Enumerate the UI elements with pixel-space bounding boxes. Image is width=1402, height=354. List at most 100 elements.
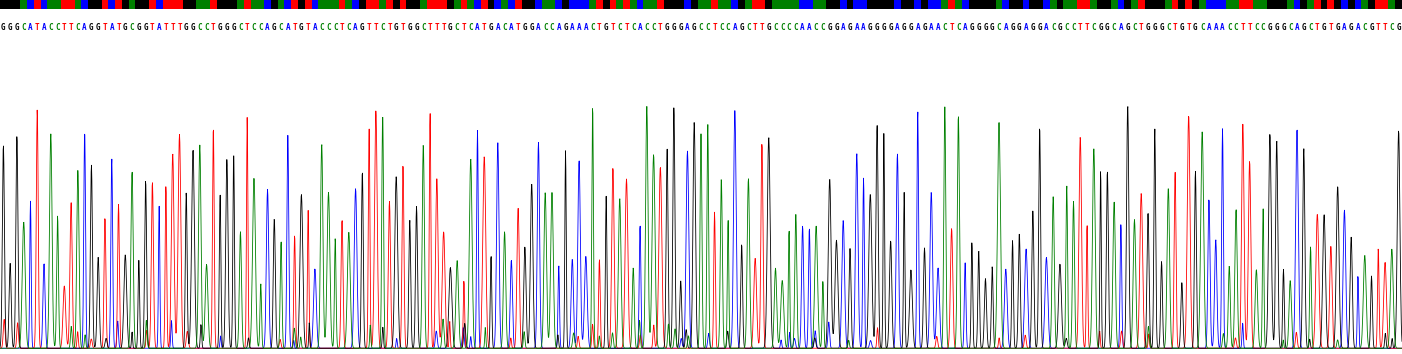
Bar <box>1063 0 1070 9</box>
Text: A: A <box>916 23 920 32</box>
Bar <box>380 0 386 9</box>
Text: T: T <box>760 23 764 32</box>
Text: C: C <box>332 23 338 32</box>
Bar <box>854 0 861 9</box>
Text: C: C <box>1308 23 1312 32</box>
Bar <box>941 0 948 9</box>
Text: C: C <box>49 23 53 32</box>
Bar <box>1103 0 1110 9</box>
Text: T: T <box>401 23 405 32</box>
Text: G: G <box>1370 23 1374 32</box>
Bar <box>203 0 210 9</box>
Bar <box>122 0 129 9</box>
Text: C: C <box>454 23 460 32</box>
Bar <box>914 0 921 9</box>
Bar <box>1016 0 1022 9</box>
Bar <box>637 0 644 9</box>
Bar <box>1043 0 1050 9</box>
Text: C: C <box>320 23 324 32</box>
Bar <box>765 0 773 9</box>
Text: T: T <box>387 23 391 32</box>
Bar <box>488 0 495 9</box>
Bar <box>529 0 536 9</box>
Text: G: G <box>834 23 838 32</box>
Bar <box>1335 0 1342 9</box>
Bar <box>1342 0 1347 9</box>
Text: C: C <box>942 23 948 32</box>
Text: G: G <box>530 23 534 32</box>
Text: A: A <box>557 23 561 32</box>
Bar <box>725 0 732 9</box>
Text: T: T <box>1248 23 1252 32</box>
Bar <box>14 0 20 9</box>
Text: C: C <box>1092 23 1096 32</box>
Text: G: G <box>739 23 744 32</box>
Text: A: A <box>353 23 358 32</box>
Bar <box>1321 0 1328 9</box>
Bar <box>1253 0 1260 9</box>
Text: T: T <box>624 23 629 32</box>
Text: G: G <box>882 23 886 32</box>
Bar <box>278 0 285 9</box>
Text: C: C <box>590 23 594 32</box>
Text: G: G <box>95 23 101 32</box>
Text: C: C <box>238 23 243 32</box>
Text: T: T <box>428 23 432 32</box>
Bar <box>684 0 691 9</box>
Bar <box>840 0 847 9</box>
Bar <box>258 0 264 9</box>
Text: T: T <box>1382 23 1388 32</box>
Text: A: A <box>808 23 812 32</box>
Text: C: C <box>346 23 350 32</box>
Text: G: G <box>523 23 527 32</box>
Text: C: C <box>1227 23 1231 32</box>
Bar <box>359 0 366 9</box>
Bar <box>773 0 780 9</box>
Bar <box>156 0 163 9</box>
Bar <box>548 0 555 9</box>
Text: T: T <box>611 23 615 32</box>
Bar <box>1307 0 1314 9</box>
Bar <box>1009 0 1016 9</box>
Text: G: G <box>1267 23 1272 32</box>
Text: C: C <box>1234 23 1238 32</box>
Text: C: C <box>698 23 704 32</box>
Bar <box>373 0 380 9</box>
Text: A: A <box>495 23 501 32</box>
Text: C: C <box>956 23 960 32</box>
Text: T: T <box>1315 23 1319 32</box>
Text: G: G <box>1159 23 1164 32</box>
Bar <box>1124 0 1131 9</box>
Text: T: T <box>164 23 168 32</box>
Bar <box>1138 0 1144 9</box>
Bar <box>744 0 751 9</box>
Text: G: G <box>679 23 683 32</box>
Bar <box>751 0 758 9</box>
Bar <box>921 0 928 9</box>
Text: G: G <box>564 23 568 32</box>
Text: T: T <box>177 23 182 32</box>
Bar <box>271 0 278 9</box>
Bar <box>48 0 55 9</box>
Bar <box>1029 0 1036 9</box>
Bar <box>461 0 467 9</box>
Text: C: C <box>502 23 508 32</box>
Text: C: C <box>746 23 750 32</box>
Bar <box>386 0 393 9</box>
Text: A: A <box>28 23 32 32</box>
Text: G: G <box>1037 23 1042 32</box>
Bar <box>1050 0 1057 9</box>
Text: C: C <box>550 23 554 32</box>
Text: G: G <box>299 23 304 32</box>
Text: T: T <box>482 23 486 32</box>
Bar <box>142 0 149 9</box>
Text: T: T <box>339 23 345 32</box>
Text: A: A <box>536 23 541 32</box>
Bar <box>495 0 501 9</box>
Text: C: C <box>543 23 548 32</box>
Text: T: T <box>306 23 310 32</box>
Bar <box>1395 0 1402 9</box>
Bar <box>285 0 292 9</box>
Text: C: C <box>21 23 27 32</box>
Text: G: G <box>414 23 419 32</box>
